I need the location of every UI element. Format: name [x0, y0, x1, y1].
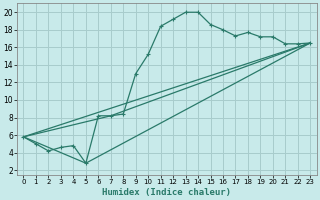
X-axis label: Humidex (Indice chaleur): Humidex (Indice chaleur) [102, 188, 231, 197]
